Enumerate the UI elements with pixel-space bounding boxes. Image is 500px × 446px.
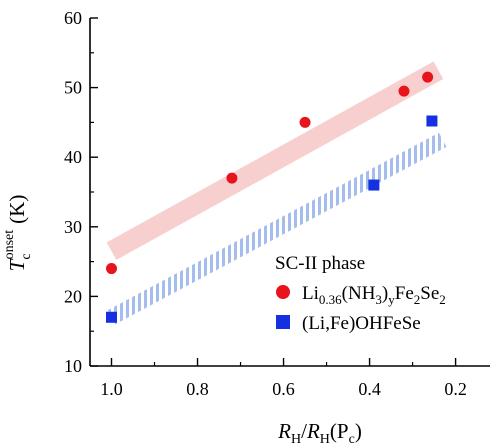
x-axis-title-sub1: H [291,432,301,446]
data-point-li-nh3 [422,71,434,83]
x-axis-title-sub2: H [320,432,330,446]
legend-marker-square [276,315,290,329]
y-axis-title-main: T [5,258,29,271]
legend: SC-II phase Li0.36(NH3)yFe2Se2 (Li,Fe)OH… [275,253,446,334]
legend-marker-circle [276,285,290,299]
data-point-li-nh3 [398,85,410,97]
legend-label-li-nh3: Li0.36(NH3)yFe2Se2 [302,283,446,307]
y-tick-label: 10 [64,356,82,376]
data-point-li-nh3 [106,263,118,275]
y-axis-title-sup: onset [2,230,17,260]
data-point-li-nh3 [299,116,311,128]
axis-ticks: 1.0 0.8 0.6 0.4 0.2 10 20 30 40 50 60 [64,8,467,399]
x-axis-title-paren: (P [330,419,349,443]
x-axis-title-r1: R [277,419,291,443]
y-tick-label: 30 [64,217,82,237]
x-tick-label: 0.6 [272,379,295,399]
x-axis-title-close: ) [355,419,362,443]
x-axis-title-paren-sub: c [349,432,355,446]
x-axis-title: RH/RH(Pc) [277,419,362,446]
trend-band-li-fe-ohfese [107,132,447,325]
y-axis-title-unit: (K) [5,195,29,224]
y-axis-title: Tconset (K) [2,195,34,272]
data-point-li-fe-ohfese [106,311,118,323]
data-point-li-fe-ohfese [426,115,438,127]
data-point-li-nh3 [226,172,238,184]
trend-band-li-nh3 [106,61,444,260]
data-point-li-fe-ohfese [368,179,380,191]
y-axis-title-sub: c [19,253,34,259]
y-tick-label: 60 [64,8,82,28]
x-axis-title-sep: / [301,419,307,443]
legend-title: SC-II phase [275,253,365,274]
x-tick-label: 0.2 [444,379,467,399]
y-tick-label: 50 [64,78,82,98]
legend-label-li-fe-ohfese: (Li,Fe)OHFeSe [302,313,421,334]
x-tick-label: 0.8 [186,379,209,399]
y-tick-label: 20 [64,286,82,306]
x-tick-label: 1.0 [100,379,123,399]
y-tick-label: 40 [64,147,82,167]
data-points [106,71,438,323]
x-axis-title-r2: R [306,419,320,443]
trend-bands [106,61,447,325]
x-tick-label: 0.4 [358,379,381,399]
